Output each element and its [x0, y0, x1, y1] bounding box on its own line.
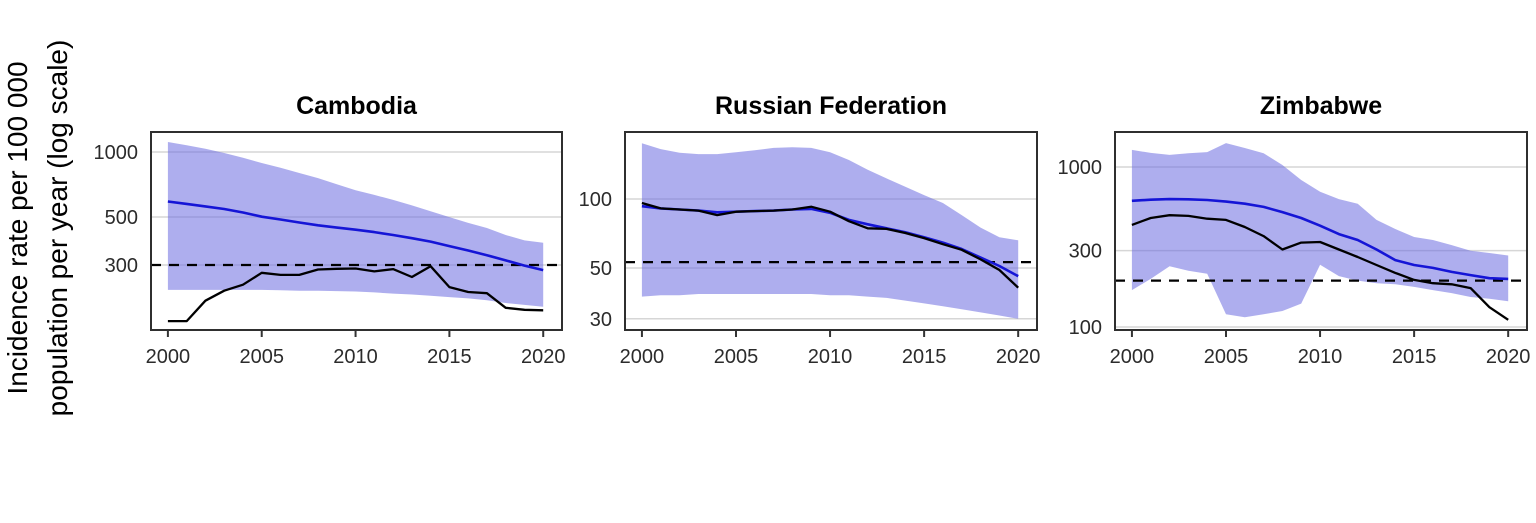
x-tick-label-2000: 2000 — [620, 346, 665, 368]
panel-title: Zimbabwe — [1260, 92, 1382, 120]
y-tick-label-300: 300 — [105, 255, 138, 277]
notifications-line — [641, 201, 1019, 289]
x-tick-label-2000: 2000 — [146, 346, 191, 368]
y-tick-label-50: 50 — [590, 258, 612, 280]
x-tick-label-2015: 2015 — [902, 346, 947, 368]
y-axis-label-line2: population per year (log scale) — [42, 40, 73, 417]
uncertainty-interval-band — [641, 143, 1019, 319]
x-tick-label-2010: 2010 — [1298, 346, 1343, 368]
y-tick-label-1000: 1000 — [94, 142, 139, 164]
y-tick-label-1000: 1000 — [1058, 157, 1103, 179]
x-tick-label-2020: 2020 — [521, 346, 566, 368]
panel-russian-federation: 2000 2005 2010 2015 2020 100 50 30 Russian Feder… — [579, 92, 1041, 368]
y-tick-label-500: 500 — [105, 207, 138, 229]
x-tick-label-2005: 2005 — [714, 346, 759, 368]
x-tick-label-2010: 2010 — [333, 346, 378, 368]
y-axis-label-line1: Incidence rate per 100 000 — [2, 61, 33, 394]
notifications-line — [1131, 214, 1509, 321]
y-tick-label-300: 300 — [1069, 241, 1102, 263]
uncertainty-interval-band — [1131, 143, 1509, 318]
x-tick-label-2010: 2010 — [808, 346, 853, 368]
notifications-line — [167, 265, 544, 323]
estimated-incidence-line — [1131, 197, 1509, 281]
x-tick-label-2015: 2015 — [427, 346, 472, 368]
panel-title: Russian Federation — [715, 92, 947, 120]
panel-title: Cambodia — [296, 92, 418, 120]
panel-cambodia: 2000 2005 2010 2015 2020 1000 500 300 Cambodia — [94, 92, 566, 368]
y-tick-label-100: 100 — [579, 189, 612, 211]
estimated-incidence-line — [167, 200, 544, 272]
panels-container: 2000 2005 2010 2015 20201000500300Cambodia20… — [94, 92, 1531, 368]
y-tick-label-30: 30 — [590, 309, 612, 331]
plot-border — [150, 131, 563, 331]
x-tick-label-2005: 2005 — [239, 346, 284, 368]
x-tick-label-2015: 2015 — [1392, 346, 1437, 368]
x-tick-label-2000: 2000 — [1110, 346, 1155, 368]
x-tick-label-2020: 2020 — [1486, 346, 1531, 368]
plot-border — [624, 131, 1038, 331]
plot-border — [1114, 131, 1528, 331]
x-tick-label-2005: 2005 — [1204, 346, 1249, 368]
panel-zimbabwe: 2000 2005 2010 2015 2020 1000 300 100 Zimbabwe — [1058, 92, 1531, 368]
x-tick-label-2020: 2020 — [996, 346, 1041, 368]
y-tick-label-100: 100 — [1069, 317, 1102, 339]
